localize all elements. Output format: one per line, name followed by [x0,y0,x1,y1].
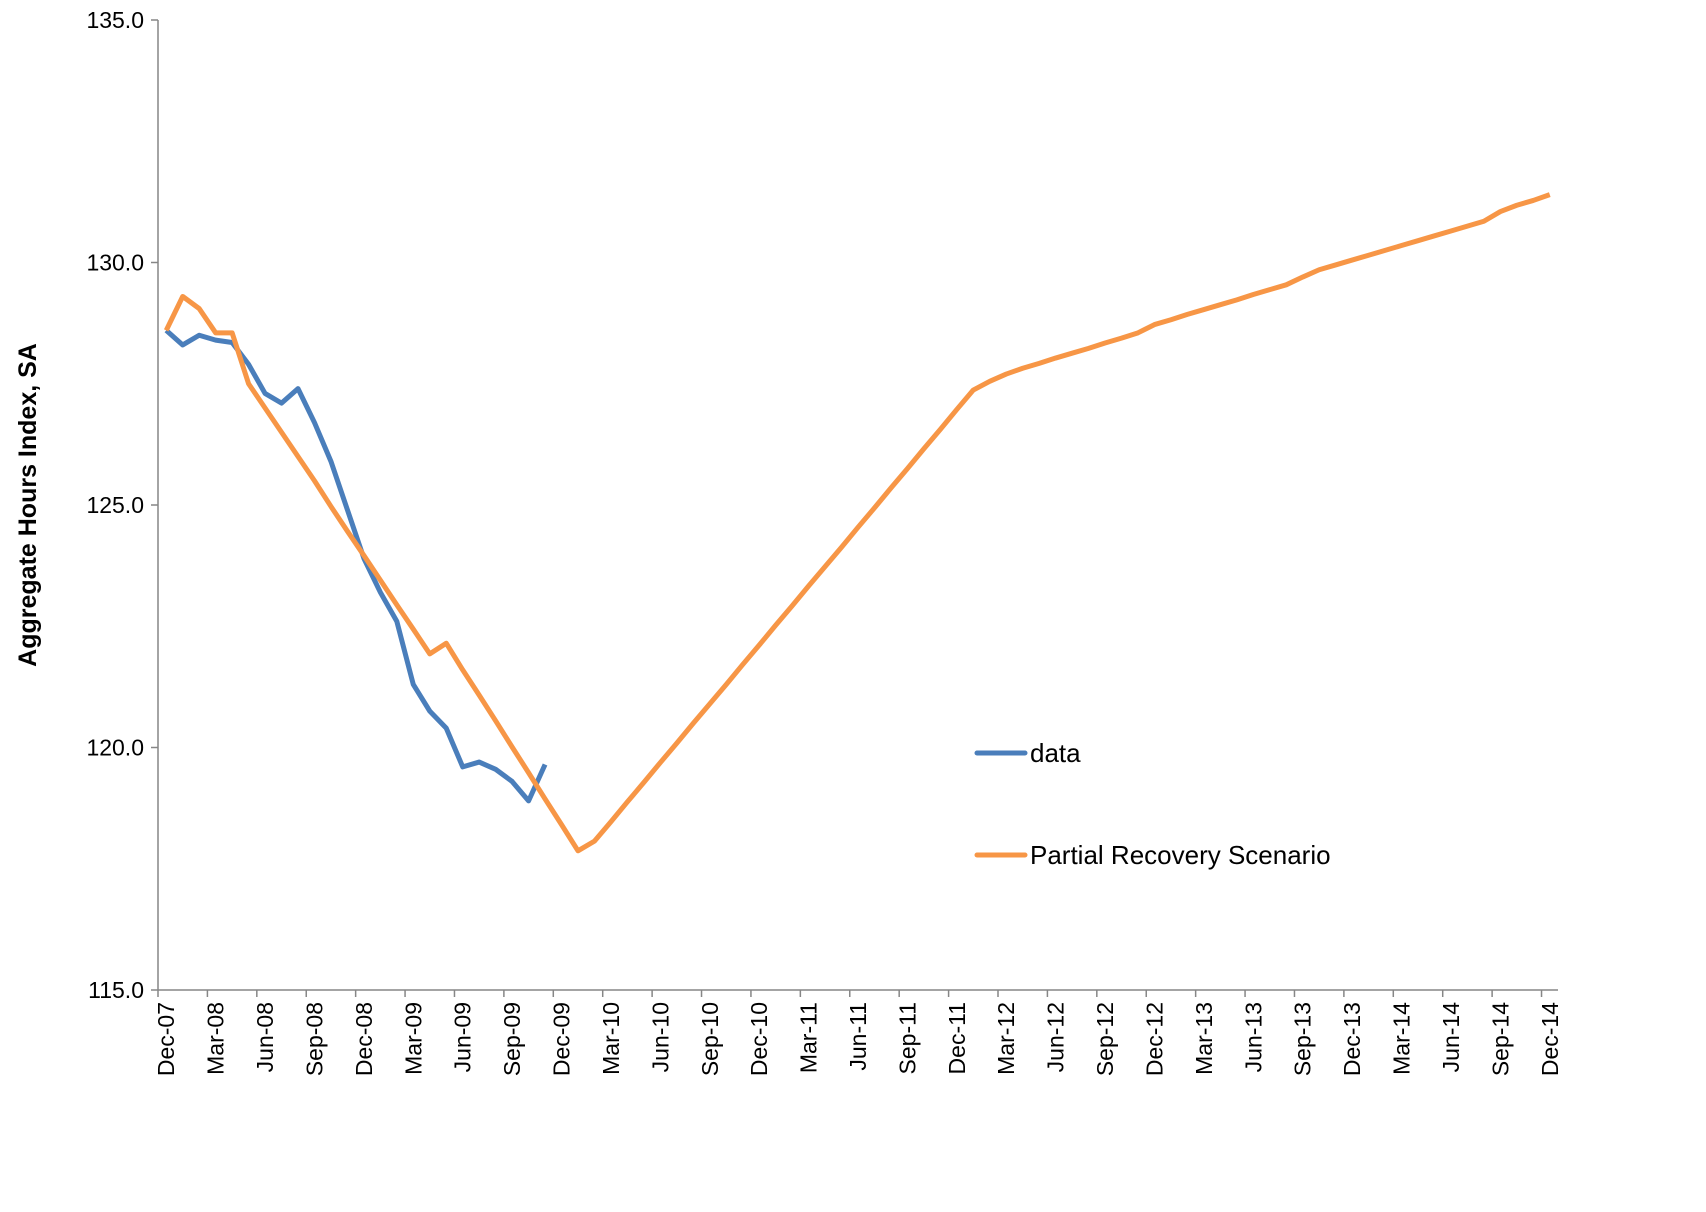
x-tick-label: Jun-13 [1240,1002,1266,1072]
x-tick-label: Dec-09 [549,1002,575,1076]
x-tick-label: Jun-09 [450,1002,476,1072]
x-tick-label: Dec-12 [1141,1002,1167,1076]
x-tick-label: Dec-11 [944,1002,970,1074]
series-line [163,192,1551,854]
x-tick-label: Dec-08 [351,1002,377,1076]
x-tick-label: Dec-10 [746,1002,772,1076]
legend-label: data [1030,738,1081,768]
x-tick-label: Sep-10 [697,1002,723,1076]
x-tick-label: Mar-09 [400,1002,426,1075]
x-tick-label: Mar-10 [598,1002,624,1075]
y-tick-label: 120.0 [86,735,144,761]
x-tick-label: Dec-13 [1339,1002,1365,1076]
x-tick-label: Sep-11 [894,1002,920,1074]
x-tick-label: Dec-14 [1537,1002,1563,1076]
legend-label: Partial Recovery Scenario [1030,840,1331,870]
y-axis-title: Aggregate Hours Index, SA [14,343,42,667]
y-tick-label: 135.0 [86,7,144,33]
y-tick-label: 115.0 [88,977,144,1003]
x-tick-label: Sep-08 [301,1002,327,1076]
x-tick-label: Sep-13 [1290,1002,1316,1076]
x-tick-label: Dec-07 [153,1002,179,1076]
x-tick-label: Mar-08 [203,1002,229,1075]
x-tick-label: Mar-13 [1191,1002,1217,1075]
y-tick-label: 130.0 [86,250,144,276]
x-tick-label: Jun-12 [1043,1002,1069,1072]
x-tick-label: Sep-09 [499,1002,525,1076]
x-tick-label: Mar-14 [1389,1002,1415,1075]
x-tick-label: Sep-12 [1092,1002,1118,1076]
x-tick-label: Jun-08 [252,1002,278,1072]
x-tick-label: Mar-11 [796,1002,822,1073]
x-tick-label: Jun-14 [1438,1002,1464,1073]
x-tick-label: Jun-10 [647,1002,673,1072]
series-line [164,328,548,804]
x-tick-label: Jun-11 [845,1002,871,1071]
y-tick-label: 125.0 [86,492,144,518]
x-tick-label: Mar-12 [993,1002,1019,1075]
x-tick-label: Sep-14 [1487,1002,1513,1076]
